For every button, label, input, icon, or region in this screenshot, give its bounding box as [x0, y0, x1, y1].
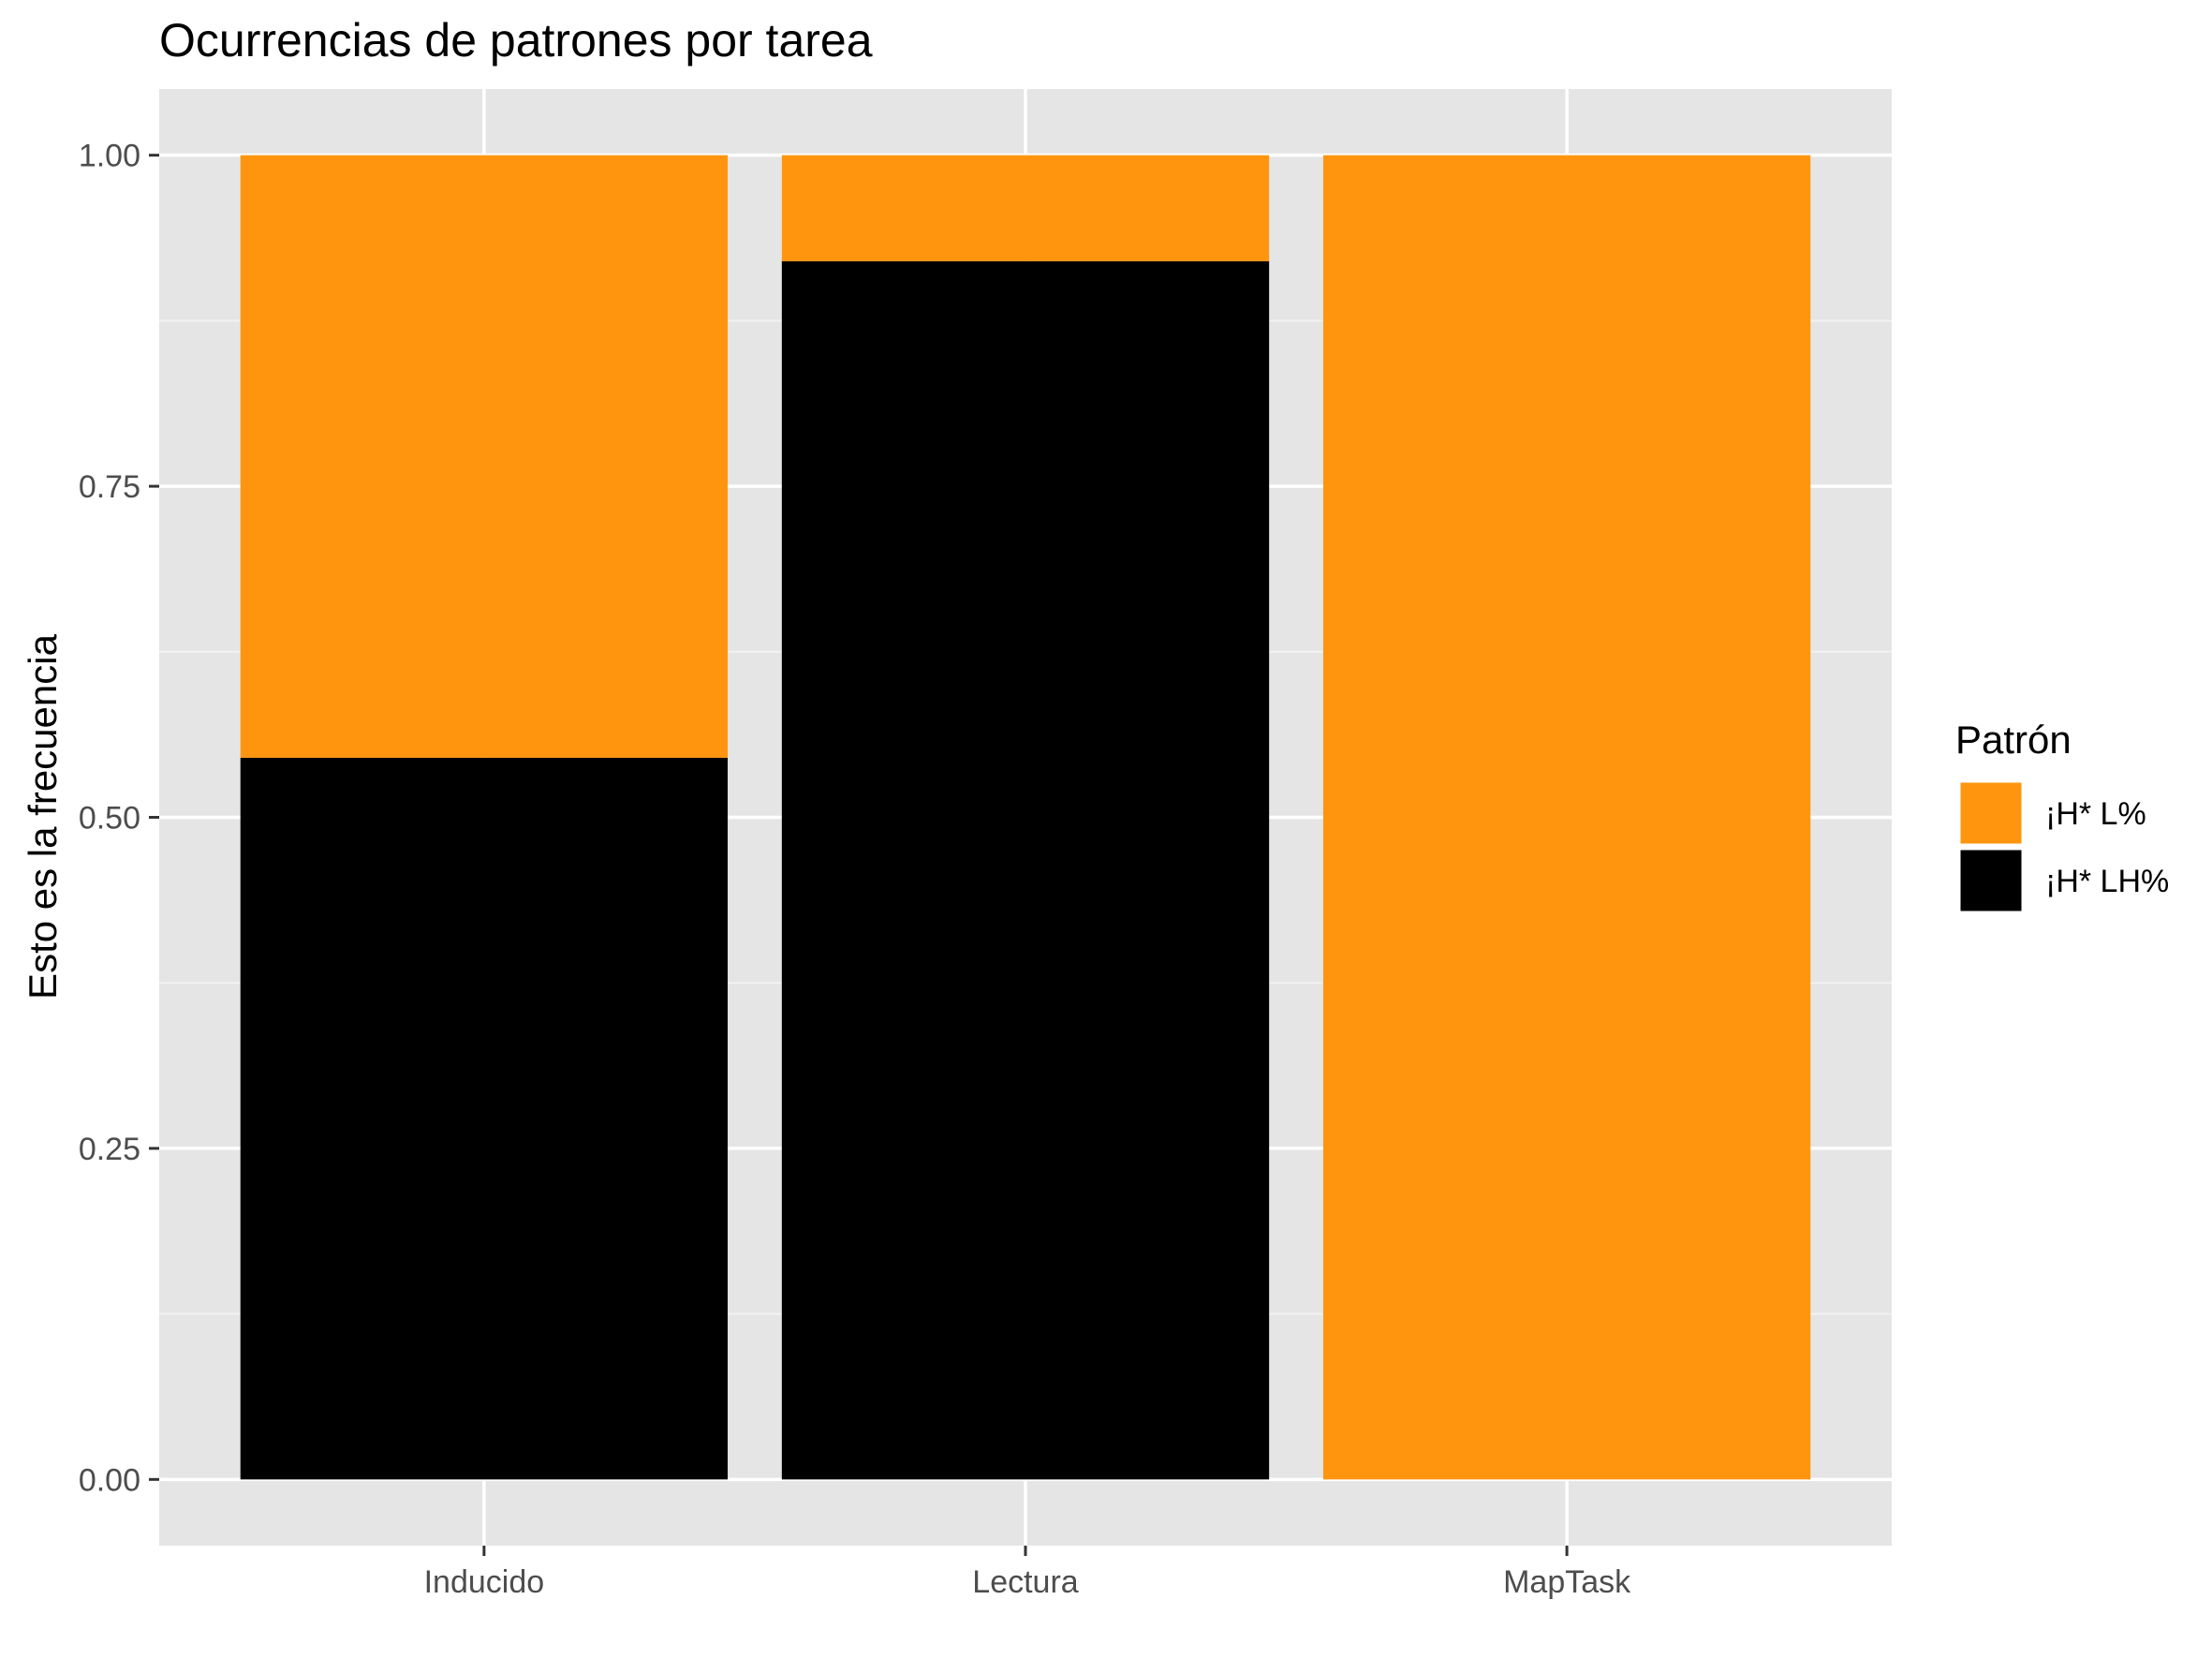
bars — [240, 155, 1811, 1480]
bar-inducido-h-lh — [240, 757, 729, 1480]
bar-lectura-h-l — [781, 155, 1270, 261]
x-tick-label: MapTask — [1503, 1564, 1631, 1600]
y-tick-label: 0.75 — [79, 469, 140, 505]
bar-maptask-h-l — [1322, 155, 1811, 1480]
bar-lectura-h-lh — [781, 260, 1270, 1480]
legend-label-h-lh: ¡H* LH% — [2045, 864, 2169, 899]
y-tick-label: 0.00 — [79, 1462, 140, 1498]
legend-swatch-h-l — [1957, 779, 2025, 847]
y-tick-label: 0.25 — [79, 1132, 140, 1167]
y-axis-title: Esto es la frecuencia — [21, 633, 65, 1000]
y-axis: 0.00 0.25 0.50 0.75 1.00 — [79, 139, 159, 1498]
legend-label-h-l: ¡H* L% — [2045, 796, 2146, 832]
bar-inducido-h-l — [240, 155, 729, 758]
x-tick-label: Lectura — [972, 1564, 1078, 1600]
legend-title: Patrón — [1955, 718, 2072, 762]
legend: Patrón ¡H* L% ¡H* LH% — [1955, 718, 2169, 914]
x-axis: Inducido Lectura MapTask — [424, 1546, 1631, 1600]
y-tick-label: 1.00 — [79, 139, 140, 174]
y-tick-label: 0.50 — [79, 801, 140, 837]
x-tick-label: Inducido — [424, 1564, 545, 1600]
legend-swatch-h-lh — [1957, 847, 2025, 914]
chart-title: Ocurrencias de patrones por tarea — [159, 14, 873, 67]
